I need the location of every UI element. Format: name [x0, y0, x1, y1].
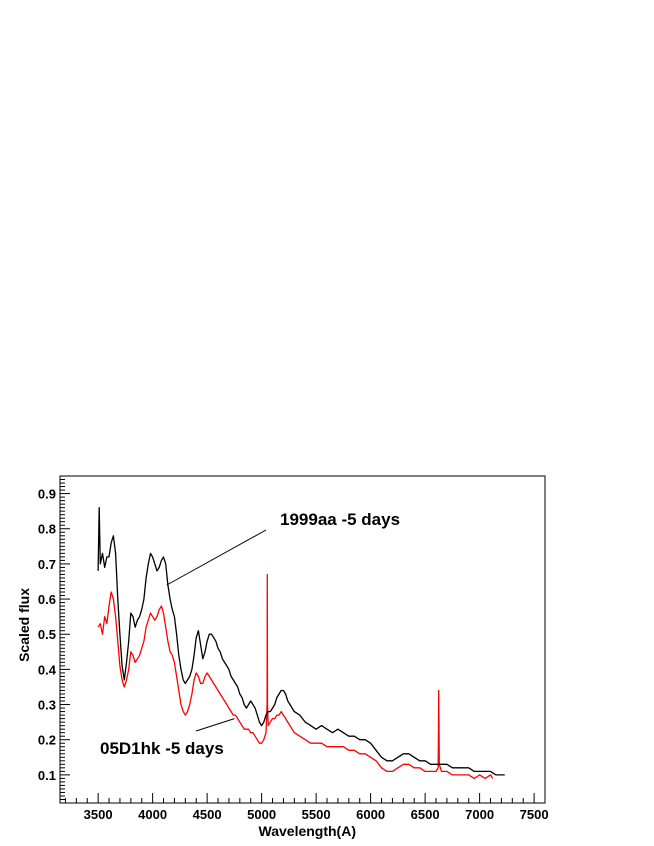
x-tick-label: 5500 [302, 807, 331, 822]
annotation-label-05d1hk: 05D1hk -5 days [100, 739, 224, 758]
x-tick-label: 6500 [411, 807, 440, 822]
y-tick-label: 0.5 [38, 627, 56, 642]
y-tick-label: 0.7 [38, 557, 56, 572]
y-tick-label: 0.6 [38, 592, 56, 607]
x-tick-label: 5000 [247, 807, 276, 822]
plot-frame [59, 475, 546, 804]
y-axis-ticks: 0.1 0.2 0.3 0.4 0.5 0.6 0.7 0.8 0.9 [38, 479, 70, 800]
x-tick-label: 7000 [465, 807, 494, 822]
x-tick-label: 3500 [84, 807, 113, 822]
x-tick-label: 7500 [520, 807, 549, 822]
series-line-1999aa [97, 506, 505, 776]
x-axis-title: Wavelength(A) [259, 823, 356, 839]
x-tick-label: 4000 [138, 807, 167, 822]
x-axis-ticks: 3500 4000 4500 5000 5500 6000 6500 7000 7500 [64, 793, 549, 822]
y-tick-label: 0.9 [38, 487, 56, 502]
y-tick-label: 0.4 [38, 662, 57, 677]
annotation-leader-1999aa [166, 529, 267, 586]
annotation-leader-05d1hk [195, 718, 235, 732]
y-axis-title: Scaled flux [16, 588, 32, 662]
series-layer [97, 506, 505, 780]
y-tick-label: 0.8 [38, 522, 56, 537]
annotation-layer: 1999aa -5 days 05D1hk -5 days [100, 510, 400, 758]
y-tick-label: 0.2 [38, 733, 56, 748]
annotation-label-1999aa: 1999aa -5 days [280, 510, 400, 529]
x-tick-label: 6000 [356, 807, 385, 822]
y-tick-label: 0.1 [38, 768, 56, 783]
series-line-05d1hk [97, 573, 494, 780]
x-tick-label: 4500 [193, 807, 222, 822]
y-tick-label: 0.3 [38, 698, 56, 713]
